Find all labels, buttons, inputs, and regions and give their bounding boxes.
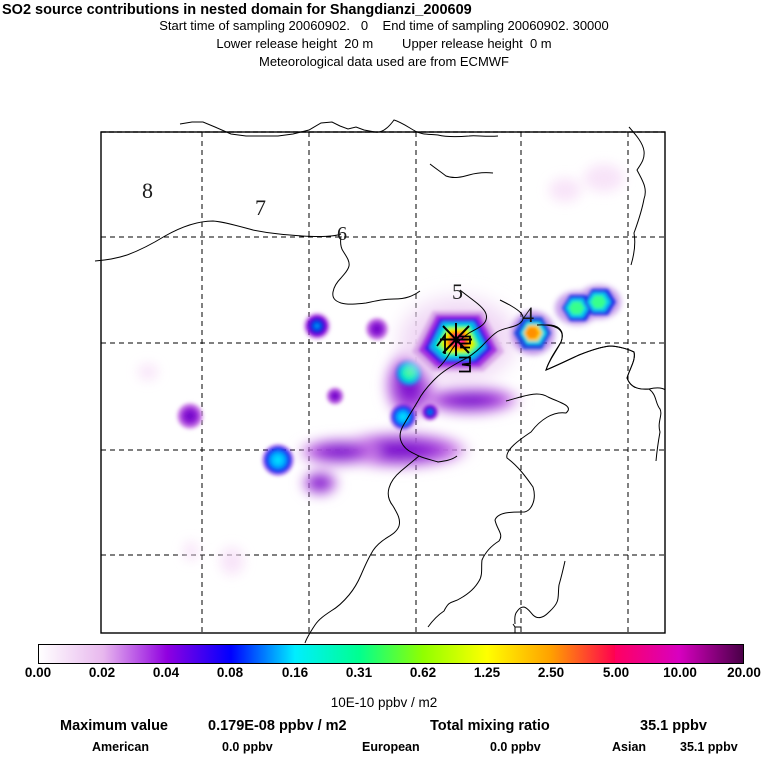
- svg-text:0.00: 0.00: [25, 665, 51, 680]
- svg-text:1.25: 1.25: [474, 665, 501, 680]
- svg-text:2.50: 2.50: [538, 665, 564, 680]
- svg-text:0.08: 0.08: [217, 665, 244, 680]
- svg-text:0.02: 0.02: [89, 665, 115, 680]
- svg-text:0.16: 0.16: [282, 665, 309, 680]
- svg-text:0.31: 0.31: [346, 665, 373, 680]
- svg-text:5.00: 5.00: [603, 665, 629, 680]
- svg-text:7: 7: [255, 195, 266, 220]
- svg-text:0.62: 0.62: [410, 665, 436, 680]
- svg-text:20.00: 20.00: [727, 665, 761, 680]
- svg-text:6: 6: [337, 223, 347, 245]
- svg-text:8: 8: [142, 178, 153, 203]
- svg-text:10.00: 10.00: [663, 665, 697, 680]
- svg-text:5: 5: [452, 279, 463, 304]
- svg-text:0.04: 0.04: [153, 665, 180, 680]
- svg-text:4: 4: [523, 302, 534, 327]
